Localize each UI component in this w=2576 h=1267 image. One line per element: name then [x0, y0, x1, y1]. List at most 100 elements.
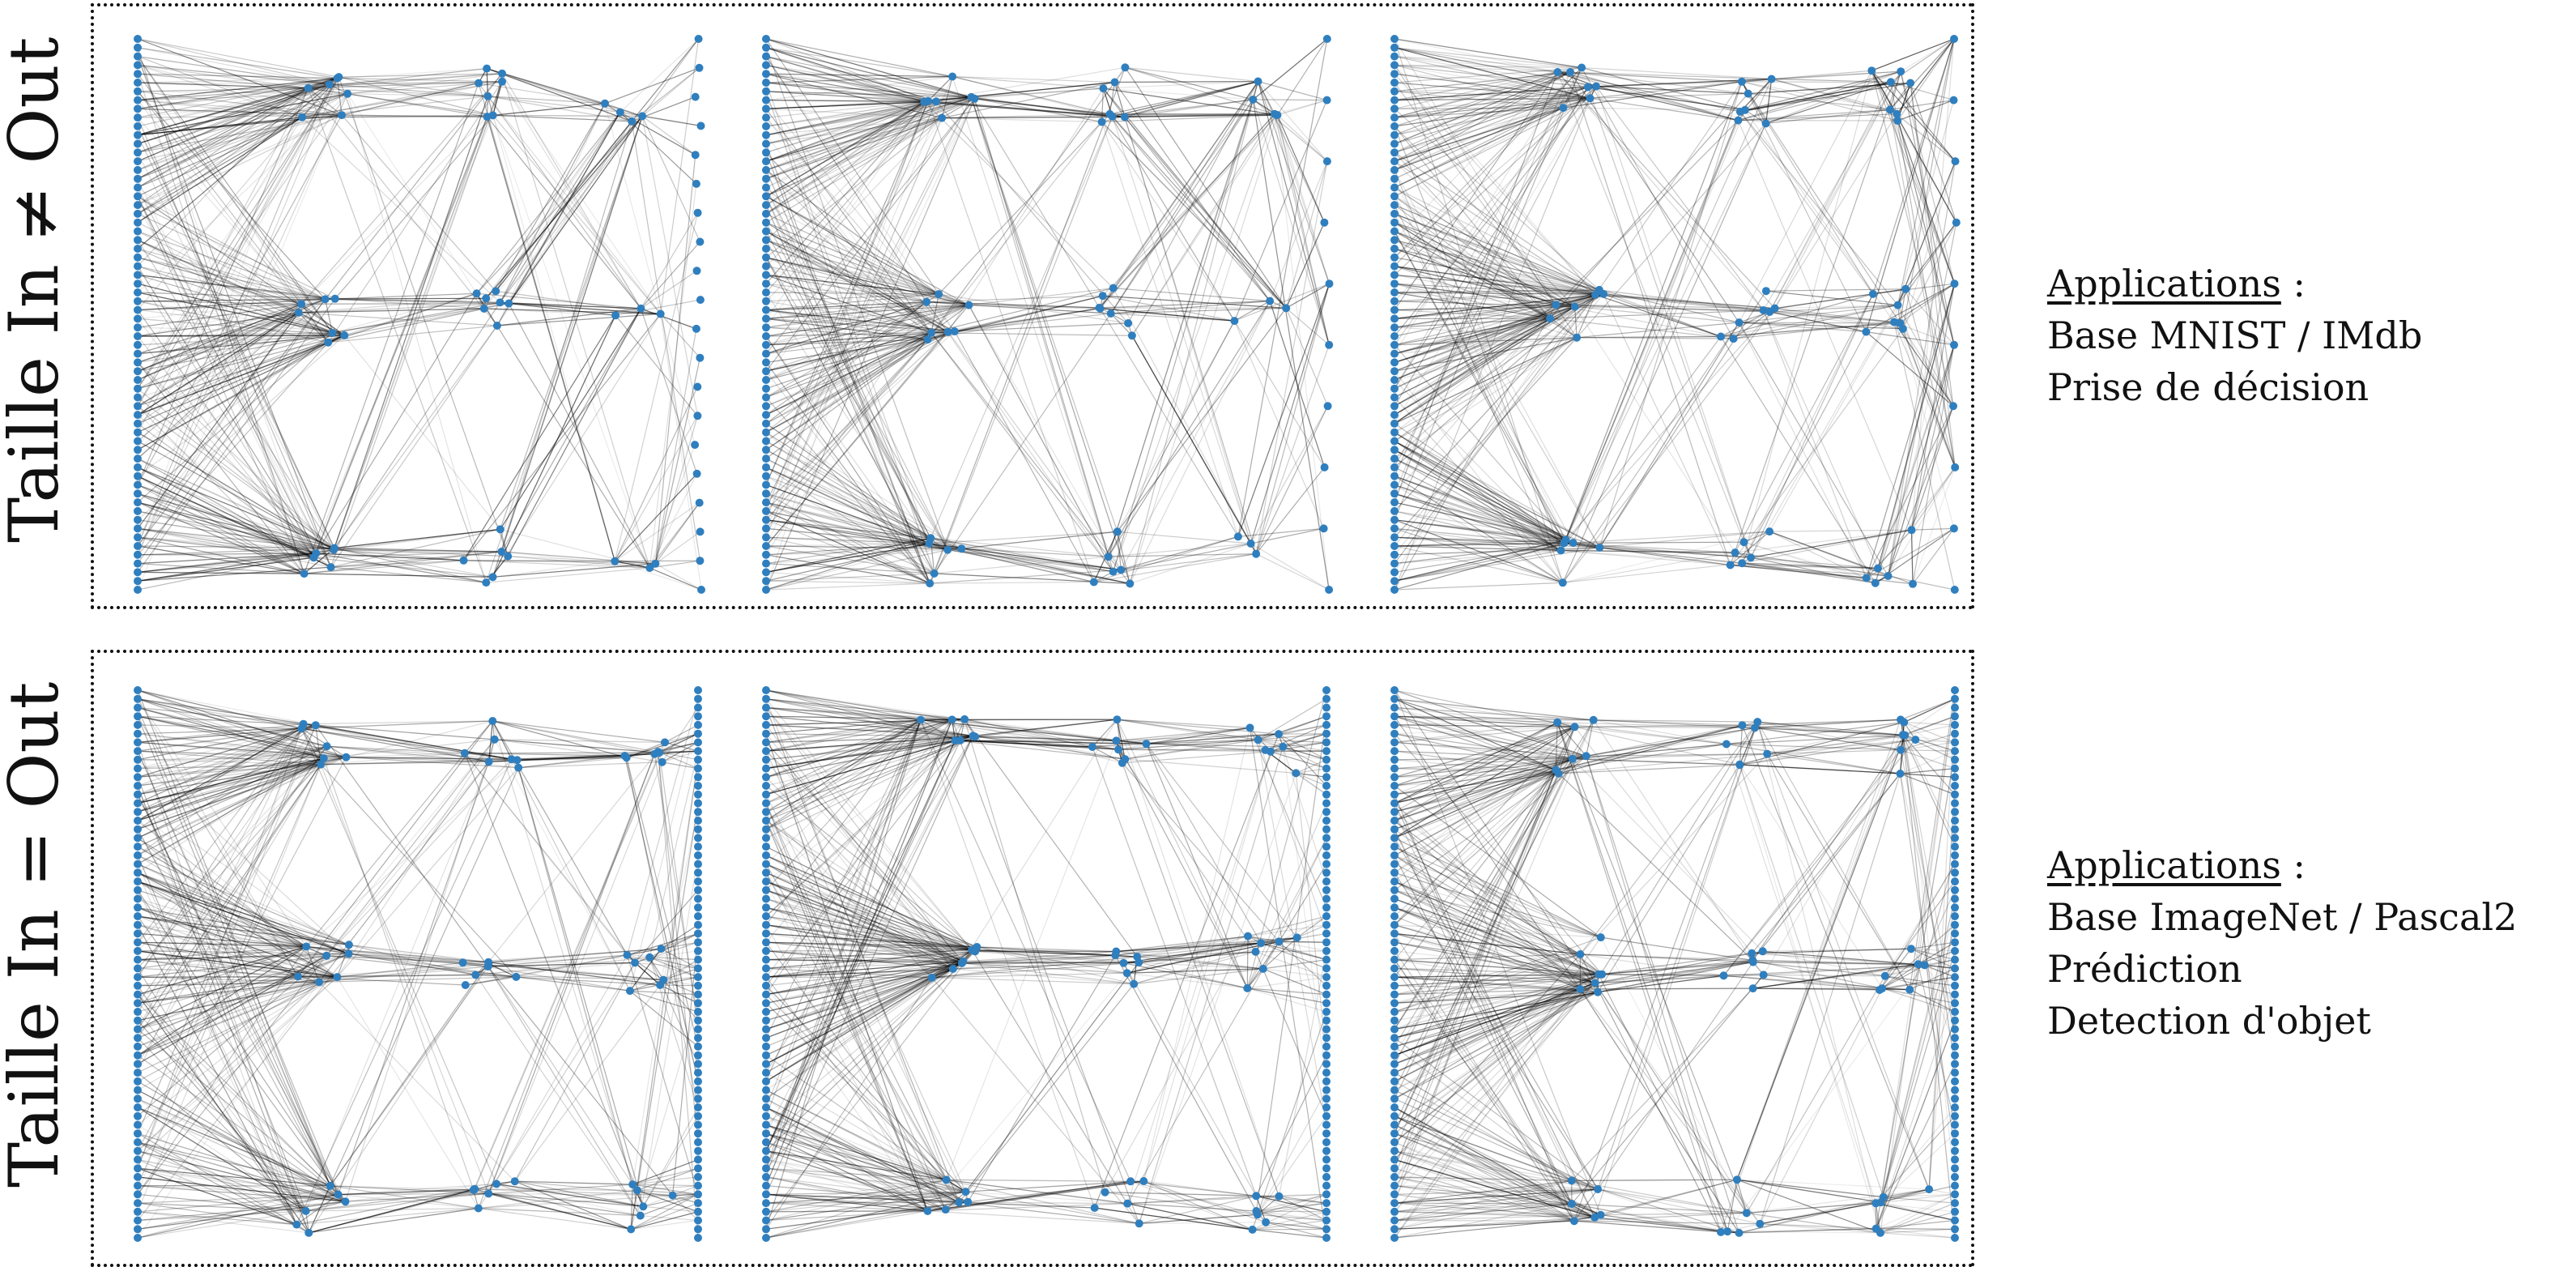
node	[762, 341, 770, 349]
node	[304, 84, 313, 92]
node	[616, 109, 624, 117]
edge	[1127, 752, 1271, 1204]
node	[960, 715, 969, 723]
node	[1322, 1043, 1331, 1051]
node	[694, 1086, 702, 1094]
node	[496, 298, 505, 306]
edge	[1394, 582, 1563, 590]
node	[134, 929, 142, 937]
node	[762, 938, 770, 946]
edge	[1095, 734, 1279, 1208]
node	[694, 1060, 702, 1068]
node	[1390, 79, 1399, 87]
node	[762, 131, 770, 139]
node	[762, 586, 770, 594]
node	[475, 79, 483, 87]
node	[1322, 1138, 1331, 1146]
node	[1738, 559, 1746, 567]
node	[1246, 723, 1254, 732]
network-diagram-3	[1383, 31, 1966, 598]
node	[1390, 44, 1399, 52]
node	[611, 557, 619, 565]
node	[762, 747, 770, 755]
edge	[488, 96, 605, 104]
node	[491, 736, 499, 744]
node	[762, 1069, 770, 1077]
edge	[1596, 87, 1748, 94]
node	[1390, 61, 1399, 69]
node	[134, 411, 142, 419]
node	[762, 1077, 770, 1086]
node	[134, 1077, 142, 1086]
node	[1322, 1234, 1331, 1242]
node	[762, 551, 770, 559]
edge	[615, 387, 697, 561]
node	[762, 279, 770, 288]
node	[1322, 1034, 1331, 1042]
node	[1105, 552, 1113, 561]
network-diagram-2	[755, 31, 1338, 598]
node	[694, 1217, 702, 1225]
node	[1894, 301, 1902, 309]
node	[342, 753, 350, 761]
node	[624, 951, 632, 959]
node	[134, 131, 142, 139]
node	[1322, 843, 1331, 851]
node	[1897, 67, 1905, 75]
edge	[1769, 305, 1898, 531]
node	[134, 1034, 142, 1042]
node	[694, 895, 702, 903]
edge	[488, 966, 633, 1184]
node	[633, 1186, 641, 1194]
node	[1126, 579, 1134, 587]
edge	[1897, 100, 1953, 121]
node	[1322, 1112, 1331, 1120]
node	[492, 1180, 500, 1188]
node	[295, 309, 303, 317]
node	[1863, 574, 1871, 582]
edge	[1296, 773, 1326, 1055]
node	[134, 1069, 142, 1077]
node	[762, 1094, 770, 1103]
node	[762, 817, 770, 825]
edge	[935, 117, 1113, 574]
node	[134, 577, 142, 585]
node	[762, 999, 770, 1007]
node	[762, 851, 770, 860]
node	[470, 1186, 478, 1194]
node	[134, 721, 142, 729]
node	[1322, 886, 1331, 894]
node	[134, 254, 142, 262]
node	[312, 721, 320, 729]
node	[762, 122, 770, 130]
node	[943, 1175, 951, 1184]
node	[1322, 1147, 1331, 1155]
node	[498, 70, 506, 78]
node	[134, 454, 142, 463]
panel-in-eq-out	[91, 650, 1974, 1267]
edge	[1102, 122, 1287, 309]
node	[1109, 568, 1118, 576]
edge	[1253, 1229, 1326, 1230]
node	[762, 903, 770, 911]
node	[134, 166, 142, 174]
node	[1390, 437, 1399, 446]
node	[1390, 201, 1399, 209]
node	[1257, 939, 1265, 947]
node	[1123, 1200, 1131, 1208]
node	[1390, 446, 1399, 454]
node	[762, 982, 770, 990]
node	[1731, 548, 1739, 557]
node	[1390, 524, 1399, 532]
node	[134, 35, 142, 43]
node	[762, 1043, 770, 1051]
edge	[1258, 740, 1326, 1124]
node	[1727, 561, 1735, 570]
edge	[1279, 941, 1327, 985]
node	[340, 331, 348, 339]
node	[1390, 489, 1399, 497]
edge	[319, 761, 489, 982]
node	[134, 1199, 142, 1207]
node	[1390, 279, 1399, 288]
node	[134, 113, 142, 122]
